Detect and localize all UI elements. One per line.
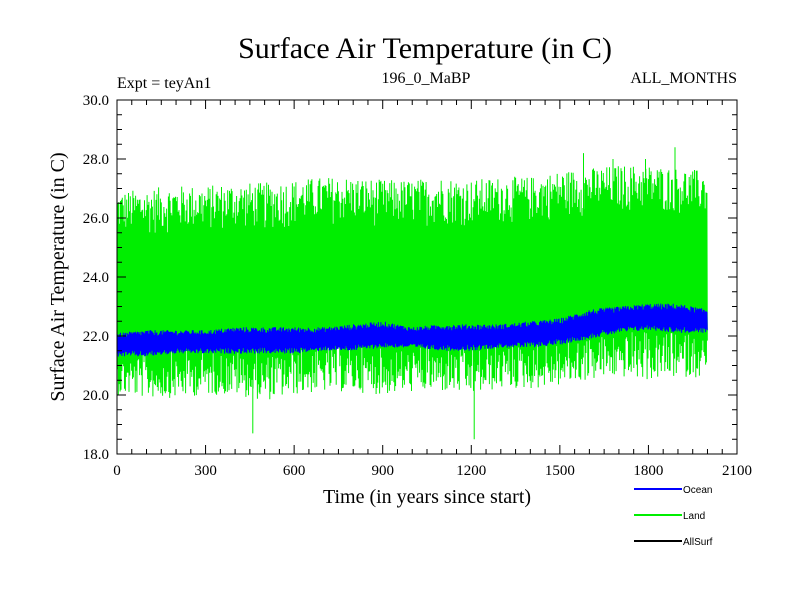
subtitle-months: ALL_MONTHS bbox=[630, 70, 737, 87]
series-land bbox=[116, 147, 708, 440]
axes: 0 300 600 900 1200 1500 1800 2100 18.0 20.0 22.0 24… bbox=[83, 93, 752, 479]
y-tick-label: 20.0 bbox=[83, 388, 109, 404]
legend-label-ocean: Ocean bbox=[683, 485, 712, 496]
y-tick-label: 26.0 bbox=[83, 211, 109, 227]
legend: Ocean Land AllSurf bbox=[634, 485, 713, 548]
x-tick-label: 300 bbox=[194, 463, 217, 479]
y-tick-label: 28.0 bbox=[83, 152, 109, 168]
x-tick-label: 600 bbox=[283, 463, 306, 479]
y-axis-label: Surface Air Temperature (in C) bbox=[47, 152, 69, 401]
series-ocean bbox=[116, 303, 708, 357]
legend-label-land: Land bbox=[683, 511, 705, 522]
legend-label-allsurf: AllSurf bbox=[683, 537, 713, 548]
y-tick-label: 30.0 bbox=[83, 93, 109, 109]
x-tick-label: 0 bbox=[113, 463, 121, 479]
y-tick-label: 18.0 bbox=[83, 447, 109, 463]
subtitle-period: 196_0_MaBP bbox=[382, 70, 471, 87]
x-tick-label: 900 bbox=[371, 463, 394, 479]
chart-title: Surface Air Temperature (in C) bbox=[238, 32, 612, 65]
x-tick-label: 1200 bbox=[456, 463, 486, 479]
subtitle-expt: Expt = teyAn1 bbox=[117, 75, 211, 92]
x-axis-label: Time (in years since start) bbox=[323, 486, 531, 508]
y-tick-label: 24.0 bbox=[83, 270, 109, 286]
y-tick-label: 22.0 bbox=[83, 329, 109, 345]
plot-area bbox=[116, 147, 708, 440]
x-tick-label: 1500 bbox=[545, 463, 575, 479]
x-tick-label: 2100 bbox=[722, 463, 752, 479]
x-tick-label: 1800 bbox=[633, 463, 663, 479]
